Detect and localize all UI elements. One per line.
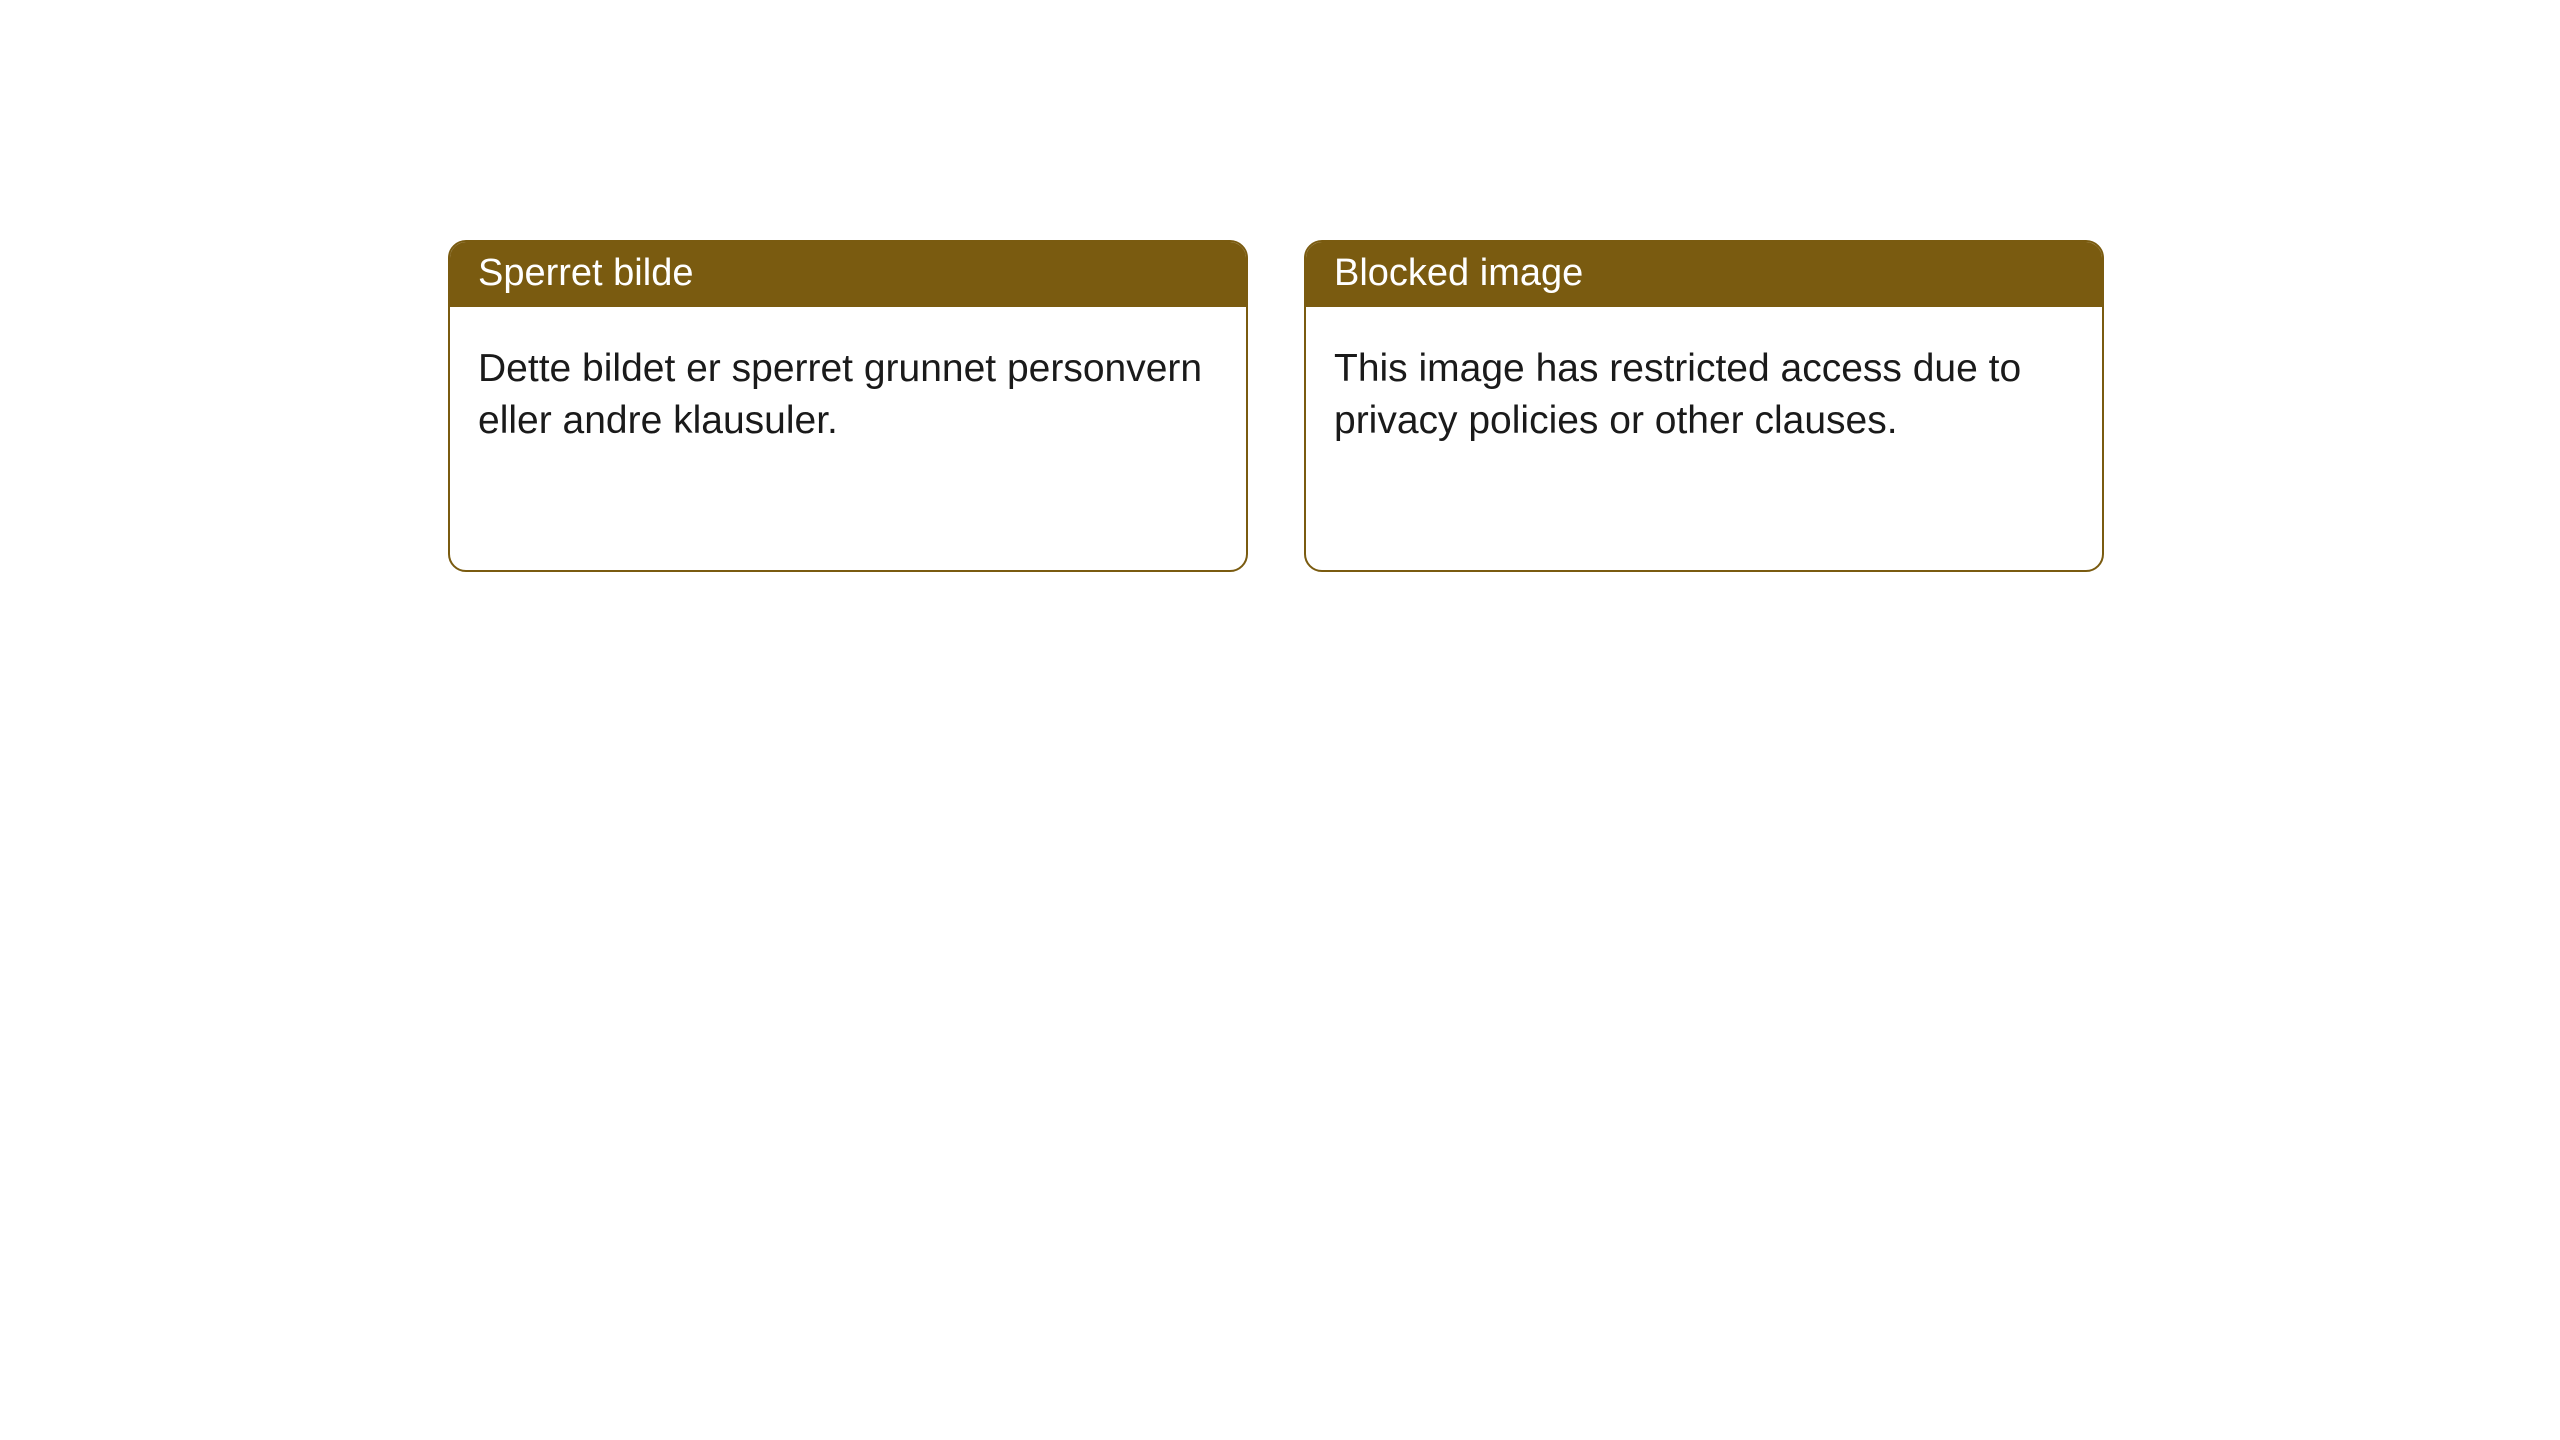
card-body-norwegian: Dette bildet er sperret grunnet personve… [450, 307, 1246, 476]
cards-container: Sperret bilde Dette bildet er sperret gr… [448, 240, 2104, 572]
blocked-image-card-norwegian: Sperret bilde Dette bildet er sperret gr… [448, 240, 1248, 572]
card-header-english: Blocked image [1306, 242, 2102, 307]
blocked-image-card-english: Blocked image This image has restricted … [1304, 240, 2104, 572]
card-header-norwegian: Sperret bilde [450, 242, 1246, 307]
card-body-english: This image has restricted access due to … [1306, 307, 2102, 476]
